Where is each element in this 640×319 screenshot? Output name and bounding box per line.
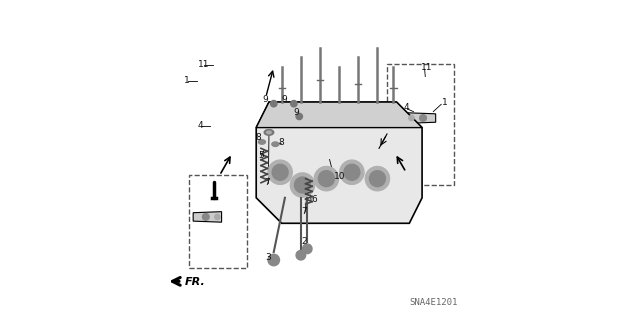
Circle shape [296,250,306,260]
Circle shape [291,100,297,107]
Text: 3: 3 [266,253,271,262]
Text: 7: 7 [264,178,270,187]
Circle shape [291,173,315,197]
Text: 9: 9 [262,95,268,104]
Text: 9: 9 [282,95,287,104]
Circle shape [294,177,310,193]
Text: SNA4E1201: SNA4E1201 [410,298,458,307]
Circle shape [268,254,280,266]
Polygon shape [193,212,221,222]
Ellipse shape [267,131,271,134]
Text: 5: 5 [259,151,264,160]
Circle shape [268,160,292,184]
Circle shape [314,167,339,191]
Circle shape [271,100,277,107]
Text: 11: 11 [422,63,433,72]
Text: 1: 1 [442,98,447,107]
Text: 9: 9 [294,108,300,117]
Ellipse shape [272,142,279,146]
Polygon shape [407,113,436,123]
Text: 4: 4 [197,121,203,130]
Text: FR.: FR. [184,277,205,286]
Text: 6: 6 [311,195,317,204]
Text: 4: 4 [404,103,409,112]
Ellipse shape [264,130,274,135]
Text: 1: 1 [184,76,189,85]
Text: 10: 10 [334,172,346,181]
Text: 8: 8 [278,138,284,147]
Circle shape [303,244,312,254]
Polygon shape [256,102,422,223]
Circle shape [319,171,334,187]
Circle shape [272,164,288,180]
Text: 7: 7 [301,207,307,216]
Ellipse shape [259,140,266,144]
Circle shape [344,164,360,180]
Polygon shape [256,102,422,128]
Text: 2: 2 [301,237,307,246]
Circle shape [409,115,414,121]
Circle shape [369,171,385,187]
Circle shape [365,167,390,191]
Circle shape [340,160,364,184]
Circle shape [420,115,426,122]
Text: 8: 8 [255,133,261,142]
Circle shape [202,213,209,220]
Circle shape [296,113,303,120]
Circle shape [215,214,220,219]
Text: 11: 11 [198,60,210,69]
